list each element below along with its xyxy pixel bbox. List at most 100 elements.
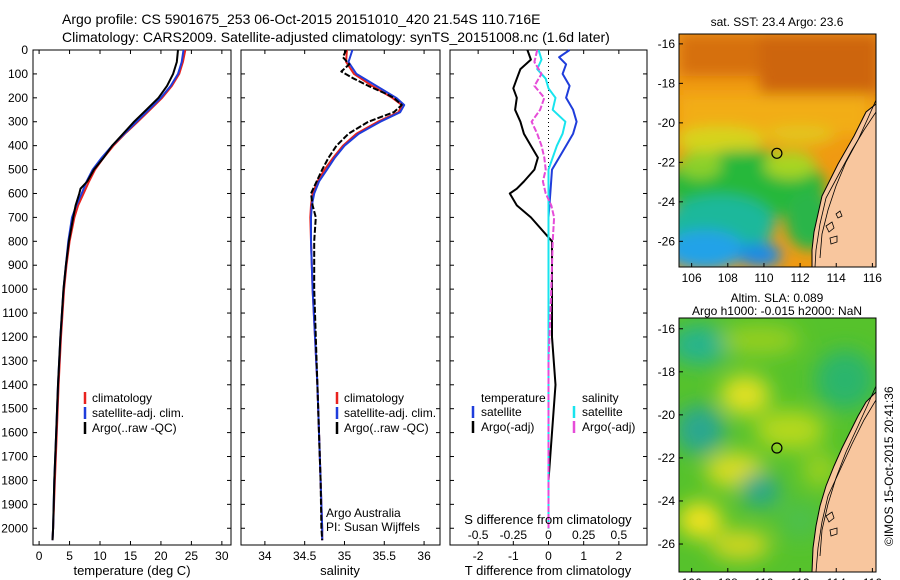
x-tick-label: 35.5	[373, 549, 397, 563]
x-tick-label: 35	[338, 549, 352, 563]
map-y-tick-label: -22	[658, 451, 676, 465]
depth-tick-label: 300	[8, 115, 28, 129]
depth-tick-label: 2000	[1, 521, 28, 535]
float-marker-sla	[771, 442, 783, 454]
float-marker-sst	[771, 147, 783, 159]
x-tick-label: 0	[545, 549, 552, 563]
depth-tick-label: 600	[8, 186, 28, 200]
depth-axis: 0 100 200 300 400 500 600 700 800 900 1000 1100 1200…	[1, 43, 647, 535]
depth-tick-label: 700	[8, 210, 28, 224]
x-tick-label: 34	[258, 549, 272, 563]
depth-tick-label: 1100	[2, 306, 28, 320]
x-tick-label: 20	[154, 549, 168, 563]
x-tick-label: 10	[93, 549, 107, 563]
map-x-tick-label: 110	[754, 576, 773, 580]
depth-tick-label: 200	[8, 91, 28, 105]
depth-tick-label: 500	[8, 163, 28, 177]
depth-tick-label: 1300	[1, 354, 28, 368]
x-tick-label: 30	[215, 549, 229, 563]
depth-tick-label: 900	[8, 258, 28, 272]
depth-tick-label: 1900	[1, 497, 28, 511]
credit-institution: Argo Australia	[326, 506, 401, 520]
x-tick-label: 25	[185, 549, 199, 563]
difference-series-salinity-argo-adj-	[530, 49, 556, 529]
map-x-tick-label: 112	[791, 576, 810, 580]
s-tick-label: -0.25	[500, 528, 528, 542]
map-x-tick-label: 106	[682, 576, 702, 580]
sla-map-subtitle: Argo h1000: -0.015 h2000: NaN	[692, 304, 862, 318]
map-x-tick-label: 108	[718, 271, 738, 285]
legend-label-t-satellite: satellite	[481, 405, 522, 419]
s-tick-label: 0.5	[611, 528, 628, 542]
map-x-tick-label: 114	[827, 271, 846, 285]
legend-label-satellite: satellite-adj. clim.	[92, 406, 184, 420]
x-tick-label: 34.5	[293, 549, 317, 563]
sla-map: Altim. SLA: 0.089 Argo h1000: -0.015 h20…	[658, 291, 883, 580]
depth-tick-label: 1500	[1, 402, 28, 416]
difference-xlabel-top: S difference from climatology	[464, 512, 632, 527]
salinity-panel: 34 34.5 35 35.5 36	[240, 49, 441, 563]
difference-x-axis: -2 -1 0 1 2 -0.5 -0.25 0 0.25 0.5	[468, 50, 628, 563]
map-x-tick-label: 112	[791, 271, 810, 285]
difference-series-salinity-satellite	[536, 49, 567, 529]
x-tick-label: 2	[616, 549, 623, 563]
legend-label-s-argo: Argo(-adj)	[582, 420, 635, 434]
salinity-xlabel: salinity	[320, 563, 360, 578]
legend-label-t-argo: Argo(-adj)	[481, 420, 534, 434]
difference-legend: temperature satellite Argo(-adj) salinit…	[471, 391, 635, 434]
legend-title-temperature: temperature	[481, 391, 546, 405]
map-y-tick-label: -26	[658, 234, 676, 248]
temperature-x-axis: 0 5 10 15 20 25 30	[36, 50, 229, 563]
depth-tick-label: 0	[21, 43, 28, 57]
figure-title-line1: Argo profile: CS 5901675_253 06-Oct-2015…	[62, 11, 540, 27]
figure-title-line2: Climatology: CARS2009. Satellite-adjuste…	[62, 29, 610, 45]
sst-map: sat. SST: 23.4 Argo: 23.6	[658, 15, 883, 285]
difference-panel: -2 -1 0 1 2 -0.5 -0.25 0 0.25 0.5	[449, 49, 648, 563]
salinity-series-argo-raw-qc-	[310, 49, 403, 541]
legend-label-argo: Argo(..raw -QC)	[344, 421, 429, 435]
legend-label-s-satellite: satellite	[582, 405, 623, 419]
map-y-tick-label: -22	[658, 155, 676, 169]
difference-series-temperature-argo-adj-	[508, 49, 557, 529]
temperature-panel: 0 5 10 15 20 25 30	[32, 49, 232, 563]
depth-tick-label: 1000	[1, 282, 28, 296]
map-y-tick-label: -18	[658, 76, 676, 90]
depth-tick-label: 1400	[1, 378, 28, 392]
depth-tick-label: 100	[8, 67, 28, 81]
depth-tick-label: 1800	[1, 473, 28, 487]
s-tick-label: -0.5	[468, 528, 489, 542]
map-x-tick-label: 108	[718, 576, 738, 580]
temperature-xlabel: temperature (deg C)	[73, 563, 190, 578]
map-y-tick-label: -18	[658, 365, 676, 379]
legend-label-argo: Argo(..raw -QC)	[92, 421, 177, 435]
difference-xlabel: T difference from climatology	[465, 563, 632, 578]
temperature-series-argo-raw-qc-	[51, 49, 179, 541]
x-tick-label: 1	[580, 549, 587, 563]
salinity-legend: climatology satellite-adj. clim. Argo(..…	[335, 391, 436, 435]
map-x-tick-label: 106	[682, 271, 702, 285]
x-tick-label: 36	[417, 549, 431, 563]
sst-map-title: sat. SST: 23.4 Argo: 23.6	[711, 15, 844, 29]
map-x-tick-label: 116	[863, 271, 882, 285]
map-y-tick-label: -26	[658, 537, 676, 551]
map-y-tick-label: -16	[658, 37, 676, 51]
x-tick-label: -2	[473, 549, 484, 563]
temperature-legend: climatology satellite-adj. clim. Argo(..…	[83, 391, 184, 435]
s-tick-label: 0	[545, 528, 552, 542]
map-x-tick-label: 114	[827, 576, 846, 580]
legend-label-satellite: satellite-adj. clim.	[344, 406, 436, 420]
depth-tick-label: 400	[8, 139, 28, 153]
legend-label-climatology: climatology	[92, 391, 152, 405]
sla-map-title: Altim. SLA: 0.089	[731, 291, 824, 305]
map-x-tick-label: 116	[863, 576, 882, 580]
salinity-x-axis: 34 34.5 35 35.5 36	[258, 50, 431, 563]
map-y-tick-label: -24	[658, 195, 676, 209]
x-tick-label: 15	[124, 549, 138, 563]
x-tick-label: 5	[66, 549, 73, 563]
imos-stamp: ©IMOS 15-Oct-2015 20:41:36	[882, 386, 896, 546]
depth-tick-label: 1200	[1, 330, 28, 344]
depth-tick-label: 1700	[1, 450, 28, 464]
credit-pi: PI: Susan Wijffels	[326, 520, 420, 534]
x-tick-label: 0	[36, 549, 43, 563]
map-y-tick-label: -20	[658, 116, 676, 130]
